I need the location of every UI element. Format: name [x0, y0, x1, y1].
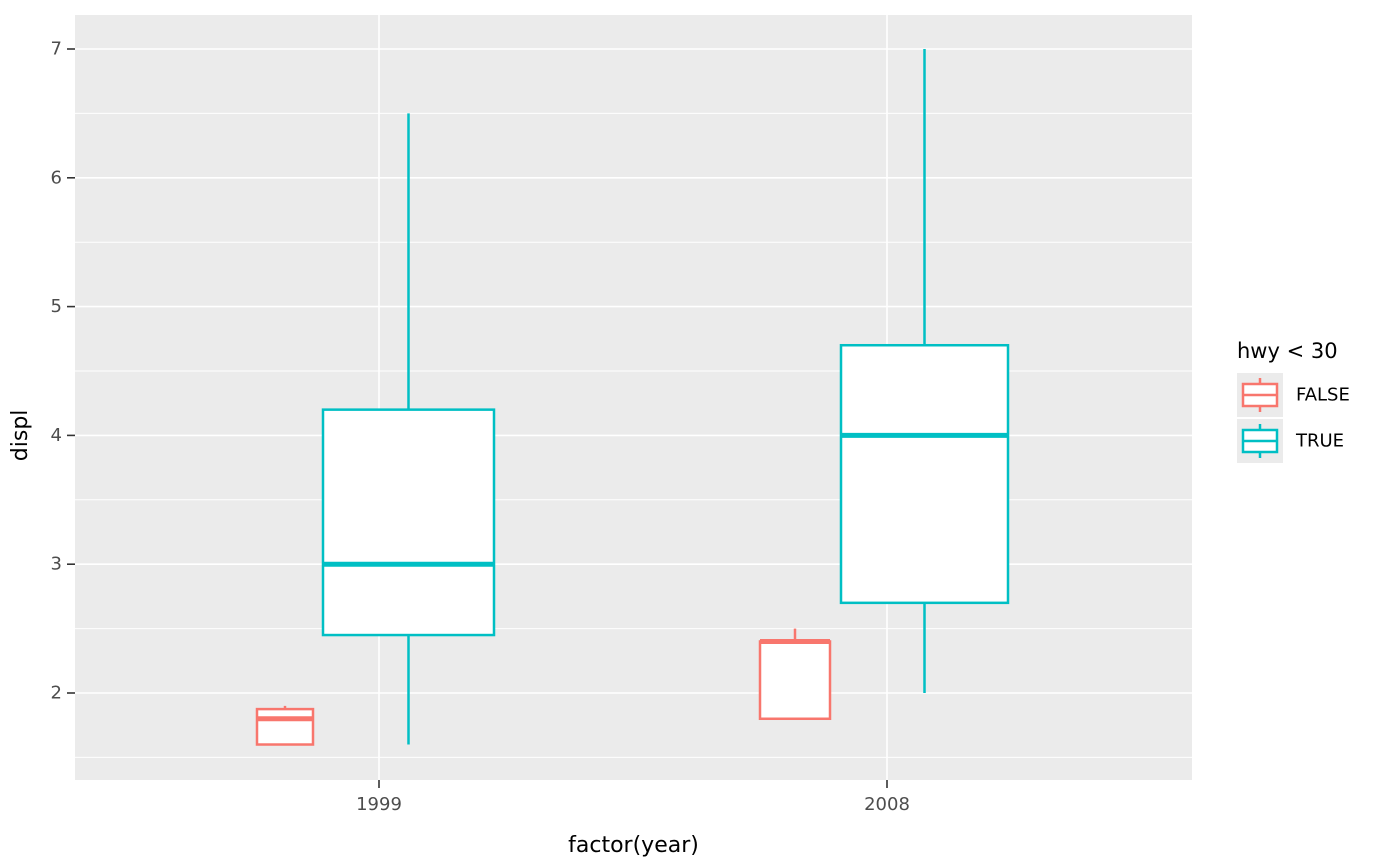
box-2008-false: [758, 628, 832, 721]
x-tick-label: 1999: [356, 794, 402, 815]
legend-item-true: TRUE: [1237, 419, 1344, 463]
y-tick-label: 5: [51, 296, 62, 317]
legend-item-false: FALSE: [1237, 373, 1350, 417]
box-1999-true: [321, 113, 496, 745]
box-1999-false: [255, 705, 315, 746]
gridlines-minor: [75, 112, 1192, 758]
y-tick-label: 2: [51, 683, 62, 704]
y-axis-title: displ: [8, 410, 33, 462]
y-tick-label: 6: [51, 167, 62, 188]
legend-title: hwy < 30: [1237, 339, 1338, 363]
iqr-box: [321, 408, 496, 637]
iqr-box: [839, 343, 1010, 605]
legend-label: FALSE: [1296, 385, 1350, 406]
iqr-box: [758, 640, 832, 721]
iqr-box: [255, 707, 315, 746]
y-tick-label: 3: [51, 554, 62, 575]
y-tick-label: 7: [51, 39, 62, 60]
box-2008-true: [839, 49, 1010, 693]
x-axis-title: factor(year): [568, 833, 699, 858]
axis-ticks: 2 3 4 5 6 7 1999 2008: [51, 39, 910, 816]
plot-panel: [75, 15, 1192, 780]
y-tick-label: 4: [51, 425, 62, 446]
legend: hwy < 30 FALSE TRUE: [1237, 339, 1350, 463]
legend-label: TRUE: [1295, 431, 1344, 452]
x-tick-label: 2008: [864, 794, 910, 815]
